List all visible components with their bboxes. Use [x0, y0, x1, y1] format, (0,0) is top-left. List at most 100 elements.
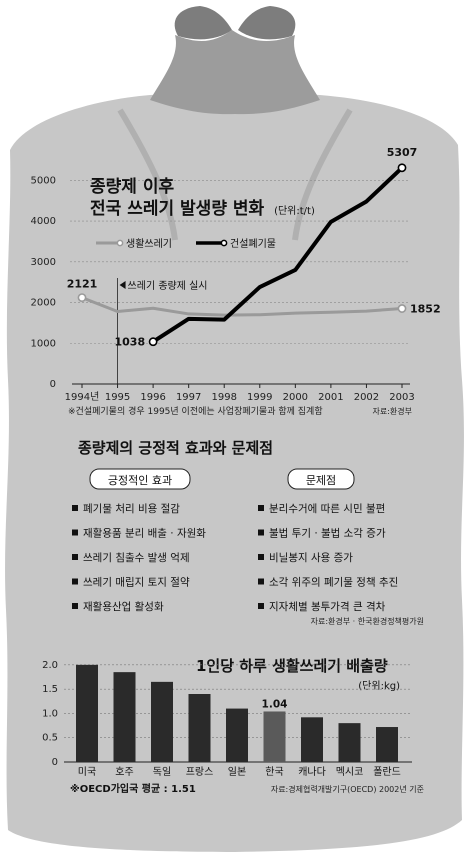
bar-캐나다 [301, 717, 323, 762]
effects-section: 종량제의 긍정적 효과와 문제점 긍정적인 효과 문제점 폐기물 처리 비용 절… [72, 439, 424, 626]
positive-item: 재활용품 분리 배출 · 자원화 [83, 527, 206, 540]
bar-chart-bars: 1.04 [76, 664, 398, 762]
bar-일본 [226, 708, 248, 762]
bullet-square-icon [72, 554, 78, 560]
bar-폴란드 [376, 727, 398, 762]
line-chart-x-tick-label: 1996 [140, 392, 165, 403]
bar-chart-y-tick-label: 1.5 [42, 684, 58, 695]
line-chart-y-tick-label: 5000 [31, 175, 56, 186]
data-point-marker [397, 163, 407, 173]
bar-멕시코 [338, 723, 361, 762]
line-chart-x-ticks: 1994년 1995 1996 1997 1998 1999 2000 2001 2002 200… [65, 384, 415, 403]
bar-chart: 1인당 하루 생활쓰레기 배출량 (단위:kg) 0 0.5 1.0 1.5 2.0 1… [42, 657, 424, 795]
bar-호주 [113, 672, 136, 762]
positive-item: 폐기물 처리 비용 절감 [83, 502, 180, 515]
positive-header-box [89, 468, 191, 490]
bullet-square-icon [72, 529, 78, 536]
line-chart-note: ※건설폐기물의 경우 1995년 이전에는 사업장폐기물과 함께 집계함 [68, 405, 323, 417]
line-chart-source: 자료:환경부 [373, 406, 413, 416]
bar-chart-y-tick-label: 0 [52, 757, 58, 768]
bar-chart-x-tick-label: 프랑스 [186, 766, 214, 778]
annotation-arrow-icon [119, 281, 126, 289]
bar-chart-y-ticks: 0 0.5 1.0 1.5 2.0 [42, 660, 58, 768]
bar-chart-x-tick-label: 독일 [153, 766, 171, 778]
bar-chart-y-tick-label: 0.5 [42, 733, 58, 744]
legend-marker-construction [220, 239, 228, 247]
trash-bag-fold-1 [117, 108, 178, 241]
line-chart-y-tick-label: 0 [50, 379, 56, 390]
bar-chart-unit: (단위:kg) [358, 679, 400, 692]
line-chart-y-ticks: 0 1000 2000 3000 4000 5000 [31, 175, 56, 390]
data-point-marker [77, 293, 87, 302]
line-chart-y-tick-label: 2000 [31, 298, 56, 309]
bullet-square-icon [72, 505, 78, 511]
bullet-square-icon [258, 554, 264, 560]
line-chart-x-tick-label: 1999 [247, 392, 272, 403]
bar-한국 [263, 711, 286, 762]
bar-프랑스 [188, 694, 211, 762]
line-chart-legend: 생활쓰레기 건설폐기물 [96, 237, 276, 250]
trash-bag-illustration [5, 6, 464, 852]
line-chart-title: 종량제 이후 [90, 176, 174, 197]
positive-item: 쓰레기 침출수 발생 억제 [83, 552, 190, 564]
bar-chart-x-tick-label: 미국 [78, 766, 96, 778]
problem-header: 문제점 [306, 474, 336, 487]
effects-title: 종량제의 긍정적 효과와 문제점 [78, 439, 273, 457]
trash-bag-ear-left [174, 6, 232, 40]
bar-chart-x-tick-label: 한국 [265, 766, 283, 778]
trash-bag-fold-2 [292, 108, 353, 241]
bullet-square-icon [258, 505, 264, 511]
line-chart-y-tick-label: 1000 [31, 338, 56, 349]
line-chart-x-tick-label: 2003 [389, 392, 414, 403]
line-chart-subtitle: 전국 쓰레기 발생량 변화 (단위:t/t) [90, 199, 315, 219]
bar-chart-x-tick-label: 캐나다 [298, 766, 326, 778]
line-series-construction [152, 166, 404, 344]
point-label: 2121 [67, 278, 98, 291]
problem-header-box [287, 468, 355, 490]
bar-chart-x-ticks: 미국 호주 독일 프랑스 일본 한국 캐나다 멕시코 폴란드 [78, 766, 401, 778]
trash-bag-knot [150, 30, 320, 115]
line-chart-x-tick-label: 2001 [318, 392, 343, 403]
problem-item: 비닐봉지 사용 증가 [269, 552, 353, 564]
bullet-square-icon [72, 578, 78, 585]
annotation-label: 쓰레기 종량제 실시 [128, 280, 208, 292]
bar-chart-x-tick-label: 호주 [115, 766, 133, 778]
line-chart-x-tick-label: 2002 [354, 392, 379, 403]
line-chart-series [77, 163, 407, 347]
bar-chart-source: 자료:경제협력개발기구(OECD) 2002년 기준 [271, 784, 424, 794]
bar-chart-x-tick-label: 일본 [228, 766, 246, 778]
line-chart-annotation: 쓰레기 종량제 실시 [117, 278, 208, 384]
line-chart-y-tick-label: 4000 [31, 216, 56, 227]
bar-chart-y-tick-label: 1.0 [42, 708, 58, 719]
bar-chart-note: ※OECD가입국 평균 : 1.51 [70, 782, 196, 795]
effects-source: 자료:환경부 · 한국환경정책평가원 [311, 616, 424, 626]
data-point-marker [397, 304, 407, 313]
bar-chart-x-tick-label: 폴란드 [373, 766, 401, 778]
bar-chart-x-tick-label: 멕시코 [336, 766, 364, 778]
line-series-household [81, 296, 403, 317]
line-chart-y-tick-label: 3000 [31, 257, 56, 268]
problem-item: 불법 투기 · 불법 소각 증가 [269, 528, 386, 540]
bar-독일 [151, 681, 173, 762]
point-label: 5307 [387, 146, 418, 159]
line-chart-unit: (단위:t/t) [274, 204, 315, 217]
bar-미국 [76, 664, 98, 762]
positive-item: 재활용산업 활성화 [83, 600, 164, 613]
bullet-square-icon [258, 529, 264, 536]
bullet-square-icon [72, 603, 78, 609]
line-chart-x-tick-label: 1997 [176, 392, 201, 403]
problem-item: 지자체별 봉투가격 큰 격차 [269, 600, 386, 613]
line-chart-x-tick-label: 1995 [105, 392, 130, 403]
bullet-square-icon [258, 578, 264, 585]
bar-chart-title: 1인당 하루 생활쓰레기 배출량 [196, 657, 388, 675]
point-label: 1852 [410, 303, 441, 316]
positive-item: 쓰레기 매립지 토지 절약 [83, 576, 190, 589]
positive-header: 긍정적인 효과 [108, 474, 172, 487]
legend-marker-household [116, 239, 124, 247]
problem-item: 소각 위주의 폐기물 정책 추진 [269, 576, 398, 589]
line-chart-x-tick-label: 1998 [211, 392, 236, 403]
